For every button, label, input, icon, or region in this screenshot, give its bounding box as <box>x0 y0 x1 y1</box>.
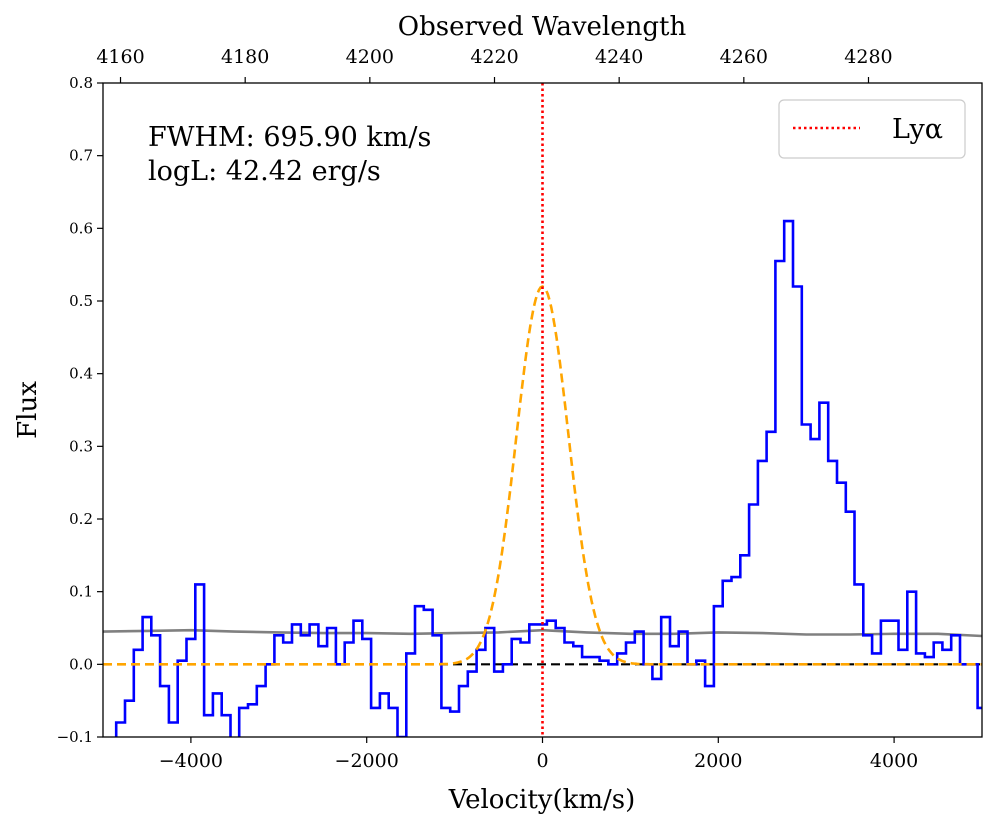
y-tick-label: 0.1 <box>69 583 93 601</box>
fwhm-annotation: FWHM: 695.90 km/s <box>148 122 431 153</box>
x-tick-label: −2000 <box>335 750 399 772</box>
legend-lya-label: Lyα <box>892 114 943 145</box>
top-tick-label: 4180 <box>221 46 269 68</box>
logl-annotation: logL: 42.42 erg/s <box>148 156 381 187</box>
x-tick-label: 0 <box>536 750 548 772</box>
y-tick-label: 0.2 <box>69 510 93 528</box>
y-tick-label: 0.6 <box>69 219 93 237</box>
y-tick-label: −0.1 <box>57 728 93 746</box>
spectrum-line <box>114 219 982 737</box>
y-axis-title: Flux <box>13 381 43 439</box>
top-tick-label: 4280 <box>844 46 892 68</box>
x-axis-title: Velocity(km/s) <box>448 785 636 815</box>
y-tick-label: 0.3 <box>69 437 93 455</box>
x-tick-label: 2000 <box>694 750 742 772</box>
top-tick-label: 4240 <box>595 46 643 68</box>
legend-box <box>778 99 966 159</box>
x-tick-label: −4000 <box>159 750 223 772</box>
y-tick-label: 0.8 <box>69 74 93 92</box>
y-tick-label: 0.5 <box>69 292 93 310</box>
y-tick-label: 0.0 <box>69 655 93 673</box>
y-tick-label: 0.4 <box>69 365 93 383</box>
top-axis-title: Observed Wavelength <box>398 12 687 42</box>
y-tick-label: 0.7 <box>69 147 93 165</box>
top-tick-label: 4260 <box>720 46 768 68</box>
legend: Lyα <box>778 99 966 159</box>
top-tick-label: 4220 <box>470 46 518 68</box>
top-tick-label: 4160 <box>96 46 144 68</box>
x-tick-label: 4000 <box>870 750 918 772</box>
top-tick-label: 4200 <box>346 46 394 68</box>
noise-line <box>103 628 982 638</box>
